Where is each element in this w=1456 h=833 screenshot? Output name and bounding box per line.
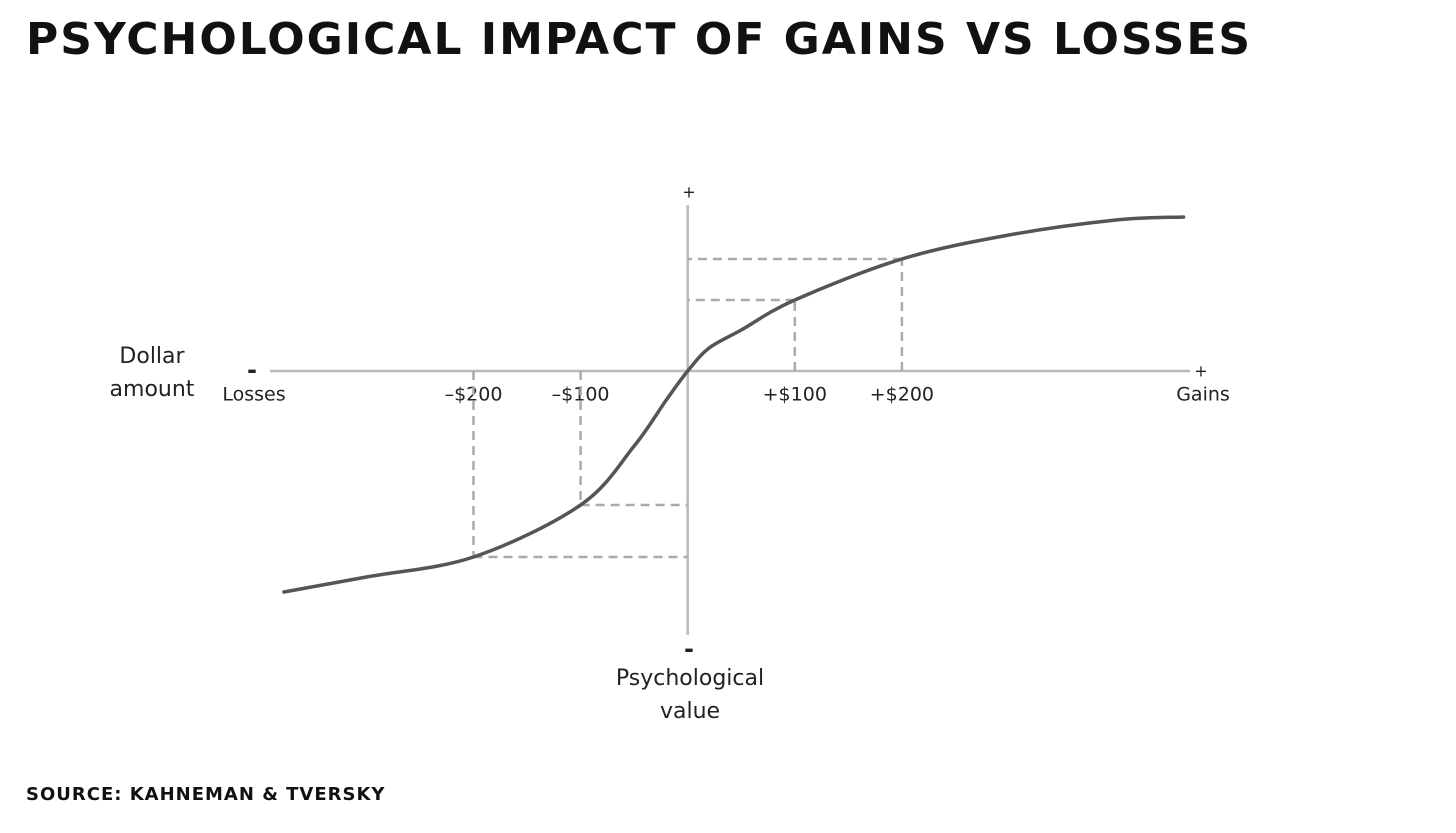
axis-end-label: Losses xyxy=(222,384,285,406)
chart-title: PSYCHOLOGICAL IMPACT OF GAINS VS LOSSES xyxy=(26,14,1253,65)
source-note: SOURCE: KAHNEMAN & TVERSKY xyxy=(26,784,386,805)
x-tick-label: +$200 xyxy=(870,384,934,406)
value-curve xyxy=(282,215,1186,594)
axis-end-sign: + xyxy=(1194,362,1207,381)
axis-end-label: Gains xyxy=(1176,384,1230,406)
axis-end-sign: + xyxy=(682,183,695,202)
axis-end-sign: - xyxy=(247,356,257,384)
y-axis-label: Psychological value xyxy=(615,666,765,724)
axis-end-sign: - xyxy=(684,635,694,663)
x-tick-label: +$100 xyxy=(763,384,827,406)
x-axis-label: Dollar amount xyxy=(109,344,195,402)
